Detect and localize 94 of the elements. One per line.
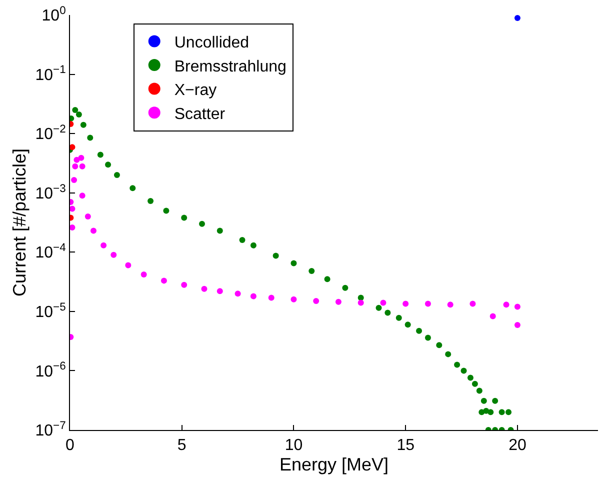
point	[163, 208, 170, 214]
legend-label: Uncollided	[174, 34, 250, 52]
point	[514, 15, 520, 21]
point	[476, 388, 482, 394]
point	[358, 300, 364, 306]
point	[402, 300, 409, 307]
point	[148, 198, 154, 204]
point	[445, 351, 452, 358]
point	[76, 111, 82, 118]
point	[72, 163, 78, 170]
point	[250, 242, 256, 248]
y-tick-label: 10$^{−7}$	[35, 420, 66, 440]
y-tick-label: 10$^{−3}$	[35, 182, 66, 202]
point	[100, 242, 107, 248]
point	[216, 288, 223, 294]
point	[506, 409, 512, 416]
point	[70, 144, 76, 150]
point	[290, 296, 297, 302]
x-tick-label: 10	[284, 437, 303, 454]
y-tick-label: 10$^{−6}$	[35, 360, 66, 380]
point	[467, 374, 474, 381]
point	[268, 294, 274, 301]
x-axis-title: Energy [MeV]	[279, 454, 389, 474]
point	[324, 276, 330, 282]
point	[384, 310, 391, 316]
point	[97, 152, 104, 158]
point	[130, 185, 136, 192]
point	[90, 228, 96, 234]
point	[272, 252, 279, 259]
point	[234, 290, 241, 297]
legend-label: X−ray	[174, 82, 217, 100]
point	[71, 176, 78, 183]
point	[308, 268, 315, 274]
point	[478, 409, 485, 416]
point	[480, 398, 487, 404]
point	[70, 224, 76, 231]
point	[74, 156, 80, 163]
point	[105, 162, 112, 168]
legend-label: Bremsstrahlung	[174, 58, 286, 76]
point	[114, 172, 120, 178]
point	[79, 192, 86, 199]
point	[424, 300, 431, 307]
point	[436, 342, 442, 348]
point	[199, 220, 205, 227]
point	[514, 322, 520, 328]
point	[342, 284, 348, 291]
y-tick-label: 10$^{−2}$	[35, 123, 66, 144]
point	[396, 314, 402, 321]
y-tick-label: 10$^{−4}$	[35, 242, 66, 262]
point	[87, 134, 94, 141]
point	[498, 409, 505, 416]
x-tick-label: 20	[508, 437, 526, 454]
point	[125, 262, 132, 268]
point	[181, 214, 188, 221]
point	[80, 122, 86, 128]
point	[72, 106, 78, 113]
point	[181, 282, 188, 288]
point	[404, 322, 411, 328]
point	[376, 304, 382, 311]
x-tick-label: 15	[396, 437, 415, 454]
point	[313, 298, 320, 304]
legend-label: Scatter	[174, 106, 226, 123]
point	[335, 298, 342, 305]
point	[250, 293, 256, 300]
y-tick-label: 10$^{−5}$	[35, 301, 66, 322]
point	[503, 302, 510, 308]
point	[490, 313, 496, 320]
point	[424, 334, 431, 341]
point	[470, 300, 476, 307]
point	[216, 228, 223, 234]
point	[290, 260, 297, 266]
y-tick-label: 10$^{0}$	[42, 4, 66, 25]
point	[79, 163, 86, 170]
y-tick-label: 10$^{−1}$	[35, 64, 66, 84]
point	[70, 206, 76, 212]
point	[84, 213, 91, 220]
y-axis-title: Current [#/particle]	[9, 148, 30, 297]
point	[110, 252, 117, 258]
point	[78, 154, 84, 161]
point	[201, 286, 208, 292]
x-tick-label: 5	[177, 437, 186, 454]
point	[460, 368, 467, 374]
point	[140, 271, 147, 278]
point	[488, 409, 494, 416]
point	[416, 328, 422, 334]
point	[239, 237, 246, 244]
point	[160, 278, 167, 284]
point	[454, 362, 460, 368]
point	[447, 302, 454, 308]
point	[380, 300, 386, 306]
x-tick-label: 0	[66, 437, 75, 454]
point	[472, 380, 478, 387]
point	[492, 398, 498, 404]
point	[514, 304, 520, 310]
